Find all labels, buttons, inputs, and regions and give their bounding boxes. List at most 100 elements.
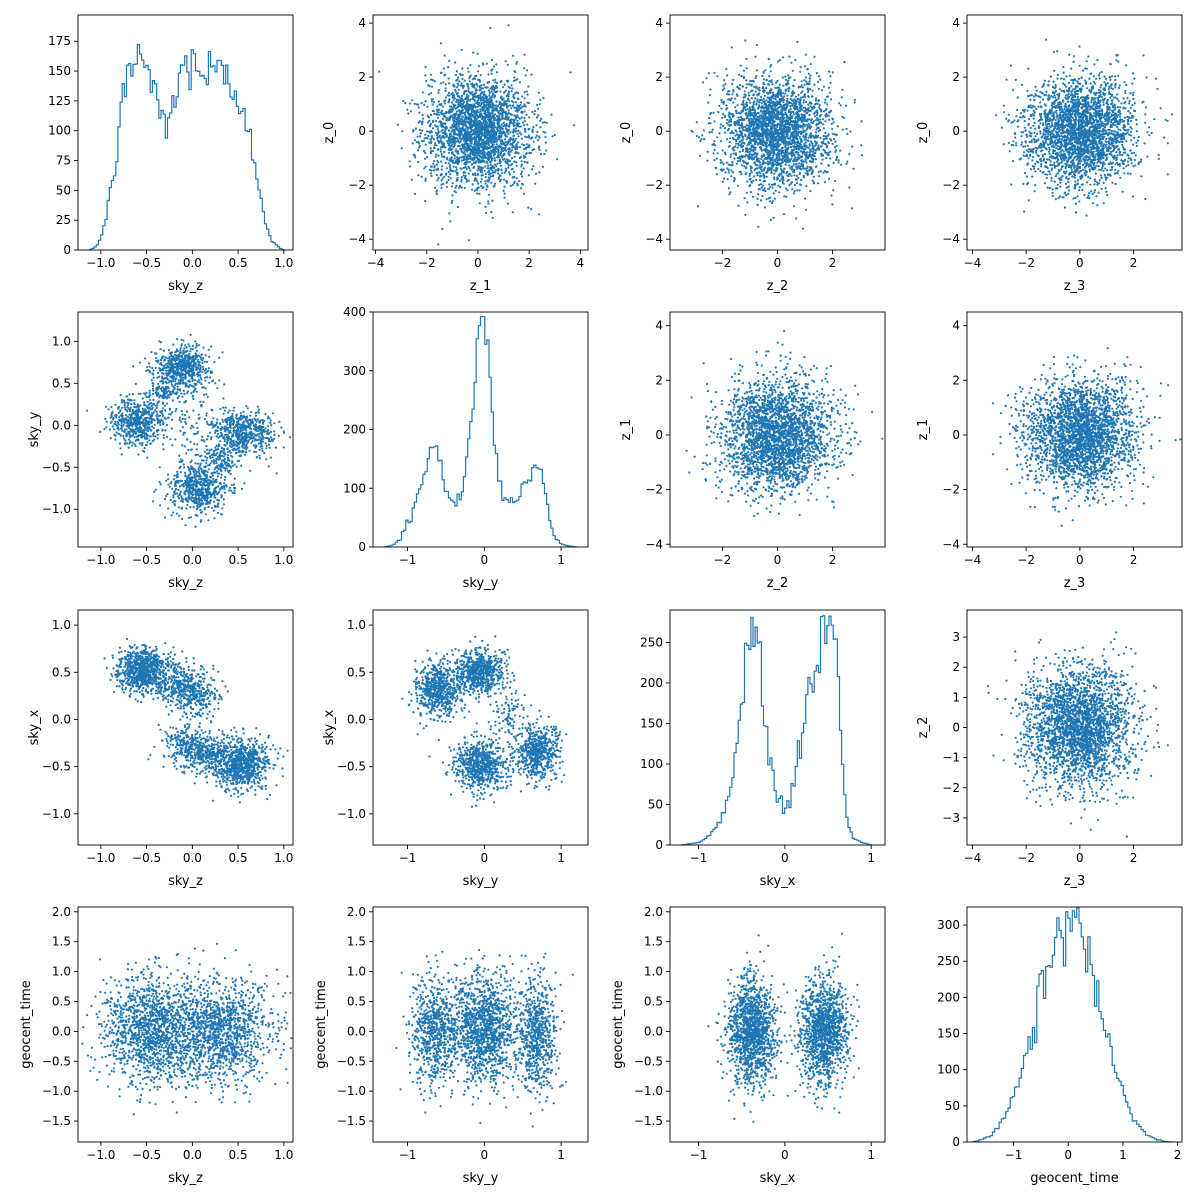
scatter-point: [412, 130, 414, 132]
scatter-point: [526, 102, 528, 104]
scatter-point: [418, 142, 420, 144]
scatter-point: [840, 164, 842, 166]
scatter-point: [712, 129, 714, 131]
scatter-point: [539, 120, 541, 122]
scatter-point: [492, 85, 494, 87]
scatter-point: [826, 154, 828, 156]
scatter-point: [494, 117, 496, 119]
scatter-point: [820, 146, 822, 148]
scatter-point: [496, 108, 498, 110]
scatter-point: [746, 117, 748, 119]
scatter-point: [443, 156, 445, 158]
scatter-point: [472, 115, 474, 117]
scatter-point: [457, 92, 459, 94]
scatter-point: [448, 82, 450, 84]
scatter-point: [397, 124, 399, 126]
scatter-point: [476, 133, 478, 135]
scatter-point: [720, 99, 722, 101]
scatter-point: [421, 130, 423, 132]
scatter-point: [472, 154, 474, 156]
scatter-point: [478, 104, 480, 106]
scatter-point: [477, 183, 479, 185]
scatter-point: [796, 127, 798, 129]
scatter-point: [803, 99, 805, 101]
scatter-point: [425, 144, 427, 146]
scatter-point: [457, 158, 459, 160]
scatter-point: [459, 141, 461, 143]
scatter-point: [750, 178, 752, 180]
scatter-point: [507, 81, 509, 83]
scatter-point: [766, 142, 768, 144]
scatter-point: [731, 161, 733, 163]
scatter-point: [809, 75, 811, 77]
scatter-point: [799, 136, 801, 138]
scatter-point: [509, 160, 511, 162]
scatter-point: [800, 168, 802, 170]
scatter-point: [849, 131, 851, 133]
scatter-point: [818, 75, 820, 77]
scatter-point: [775, 158, 777, 160]
scatter-point: [722, 113, 724, 115]
scatter-point: [426, 137, 428, 139]
scatter-point: [484, 94, 486, 96]
scatter-point: [794, 79, 796, 81]
scatter-point: [465, 118, 467, 120]
y-tick-label: −4: [348, 232, 366, 246]
scatter-point: [757, 98, 759, 100]
scatter-point: [809, 105, 811, 107]
scatter-point: [450, 111, 452, 113]
scatter-point: [740, 140, 742, 142]
scatter-point: [484, 151, 486, 153]
scatter-point: [461, 95, 463, 97]
scatter-point: [505, 123, 507, 125]
scatter-point: [782, 176, 784, 178]
scatter-point: [725, 171, 727, 173]
scatter-point: [783, 117, 785, 119]
scatter-point: [545, 142, 547, 144]
scatter-point: [456, 99, 458, 101]
scatter-point: [520, 101, 522, 103]
scatter-point: [505, 111, 507, 113]
scatter-point: [730, 124, 732, 126]
scatter-point: [514, 140, 516, 142]
scatter-point: [804, 96, 806, 98]
scatter-point: [771, 184, 773, 186]
scatter-point: [409, 160, 411, 162]
scatter-point: [442, 183, 444, 185]
scatter-point: [764, 69, 766, 71]
scatter-point: [476, 83, 478, 85]
scatter-point: [860, 144, 862, 146]
scatter-point: [502, 115, 504, 117]
scatter-point: [748, 143, 750, 145]
y-tick-label: −2: [348, 178, 366, 192]
scatter-point: [775, 160, 777, 162]
scatter-point: [760, 199, 762, 201]
scatter-point: [776, 124, 778, 126]
scatter-point: [504, 141, 506, 143]
scatter-point: [839, 150, 841, 152]
scatter-point: [470, 122, 472, 124]
scatter-point: [792, 168, 794, 170]
scatter-point: [457, 119, 459, 121]
scatter-point: [420, 132, 422, 134]
scatter-point: [459, 111, 461, 113]
scatter-point: [447, 119, 449, 121]
scatter-point: [536, 135, 538, 137]
scatter-point: [798, 162, 800, 164]
scatter-point: [741, 122, 743, 124]
scatter-point: [795, 165, 797, 167]
scatter-point: [749, 127, 751, 129]
scatter-point: [473, 124, 475, 126]
scatter-point: [494, 81, 496, 83]
scatter-point: [464, 153, 466, 155]
scatter-point: [455, 127, 457, 129]
scatter-point: [765, 79, 767, 81]
scatter-point: [463, 93, 465, 95]
scatter-point: [827, 135, 829, 137]
scatter-point: [499, 159, 501, 161]
scatter-point: [713, 152, 715, 154]
scatter-point: [441, 155, 443, 157]
scatter-point: [526, 143, 528, 145]
scatter-point: [798, 116, 800, 118]
